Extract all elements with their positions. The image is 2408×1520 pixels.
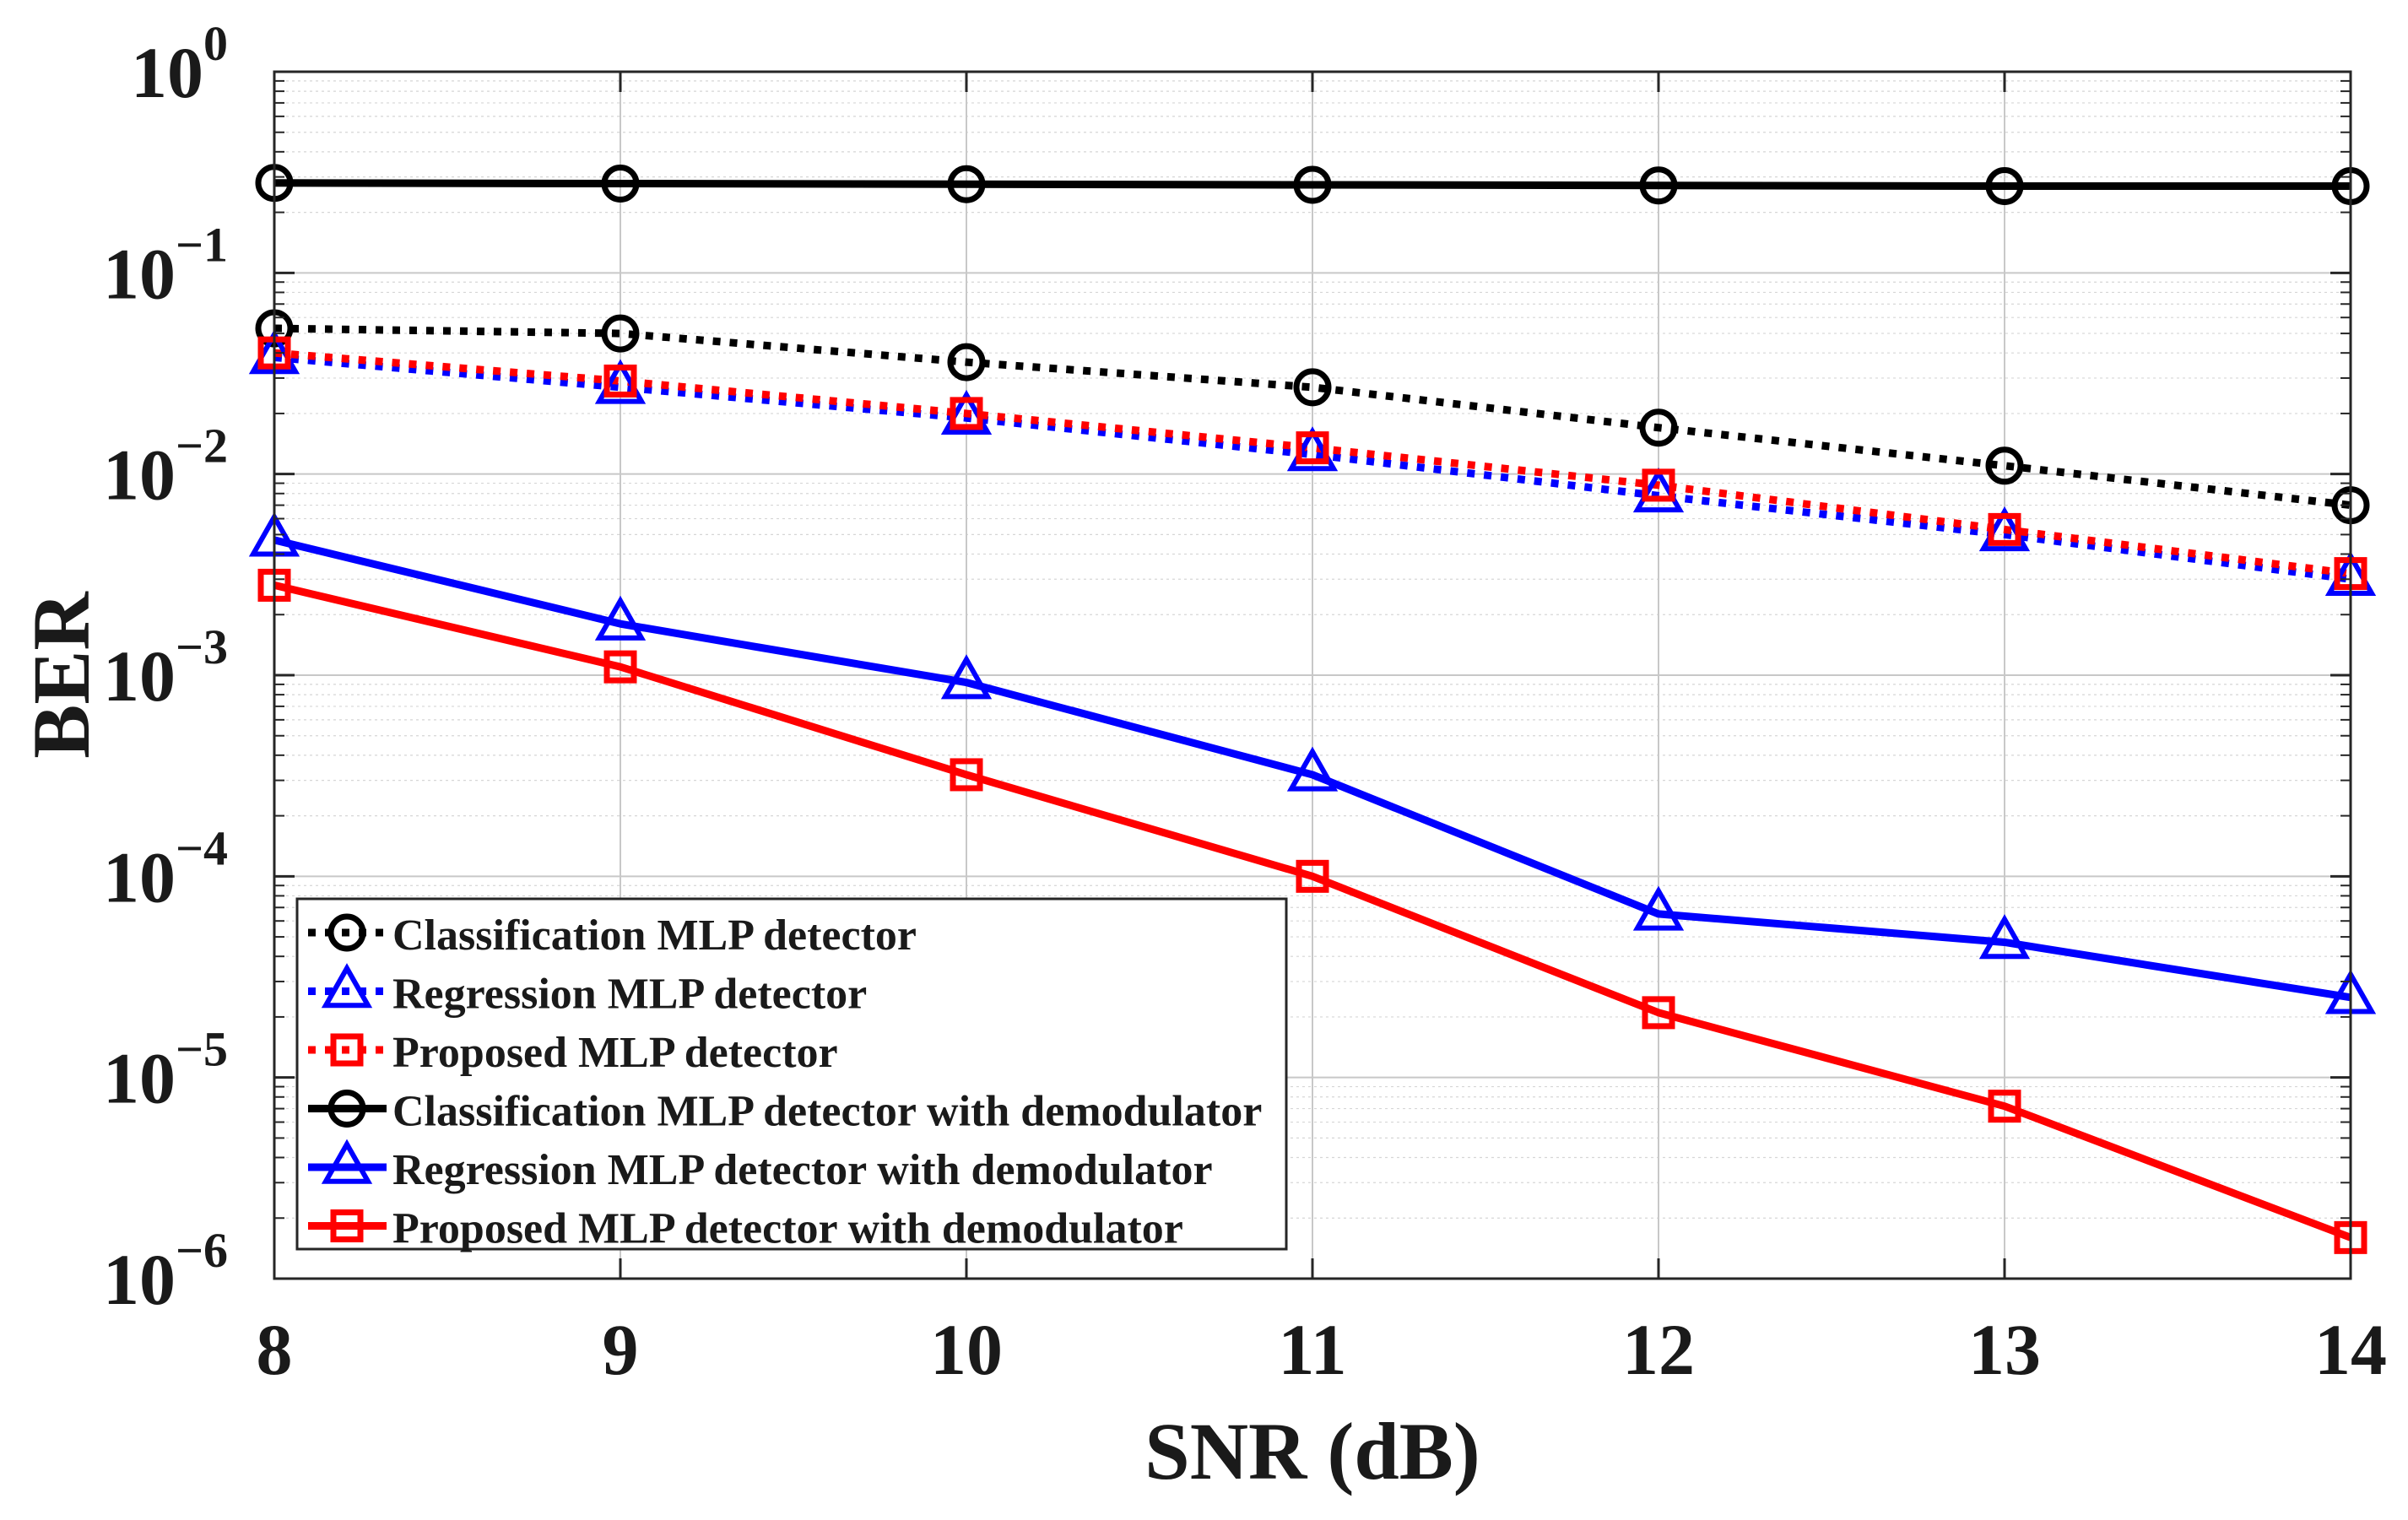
legend-marker [321,963,373,1009]
data-point-s4 [1639,166,1678,205]
series-line-3 [273,349,2351,578]
series-line-5 [273,536,2351,1002]
data-point-s1 [1639,408,1678,447]
x-axis-label: SNR (dB) [1144,1406,1480,1496]
series-line-2 [273,354,2351,583]
legend-marker [330,1209,364,1242]
data-point-s6 [1296,859,1329,893]
y-tick-exponent: 0 [203,16,228,71]
data-point-s4 [947,165,986,203]
legend-label: Classification MLP detector with demodul… [392,1088,1262,1136]
series-line-4 [273,179,2351,191]
data-point-s3 [1642,468,1675,502]
legend-entry: Regression MLP detector [308,963,867,1019]
x-tick-label: 8 [257,1309,293,1390]
data-point-s6 [1988,1090,2021,1123]
data-point-s5 [594,595,647,641]
data-point-s6 [603,650,637,684]
data-point-s1 [947,343,986,381]
legend-entry: Classification MLP detector with demodul… [308,1088,1262,1136]
legend-label: Regression MLP detector [392,971,867,1019]
legend: Classification MLP detector Regression ML… [295,897,1288,1253]
y-tick-base: 10 [103,1038,176,1119]
legend-label: Classification MLP detector [392,911,917,960]
x-tick-label: 10 [930,1309,1003,1390]
y-tick-exponent: −2 [176,419,228,473]
tick-marks [273,70,2352,1280]
y-tick-label: 100 [131,16,228,113]
series-line-6 [273,581,2352,1241]
x-tick-label: 11 [1278,1309,1346,1390]
legend-entry: Classification MLP detector [308,911,917,960]
x-tick-label: 9 [603,1309,639,1390]
y-tick-exponent: −5 [176,1022,228,1077]
y-tick-base: 10 [103,435,176,516]
data-point-s1 [601,314,640,353]
y-tick-exponent: −6 [176,1223,228,1278]
y-tick-exponent: −4 [176,820,228,875]
legend-box [295,897,1288,1251]
data-point-s3 [1988,512,2021,546]
y-tick-exponent: −1 [176,217,228,272]
y-tick-exponent: −3 [176,619,228,674]
x-tick-labels: 8 9 10 11 12 13 14 [257,1309,2388,1390]
data-point-s3 [1296,431,1329,465]
data-point-s4 [601,165,640,203]
data-point-s5 [940,654,993,700]
legend-marker [327,913,366,952]
x-tick-label: 14 [2314,1309,2387,1390]
data-point-s5 [1632,885,1685,931]
legend-entry: Regression MLP detector with demodulator [308,1139,1213,1194]
data-point-s5 [1286,746,1339,792]
legend-entry: Proposed MLP detector with demodulator [308,1205,1183,1253]
data-point-s3 [603,364,637,398]
y-axis-label: BER [16,591,106,759]
data-point-s4 [1293,165,1332,204]
y-tick-base: 10 [103,1239,176,1320]
data-point-s6 [950,758,983,792]
y-tick-label: 10−6 [103,1223,228,1320]
y-tick-base: 10 [103,233,176,314]
y-tick-base: 10 [103,636,176,717]
data-point-s6 [1642,996,1675,1030]
legend-entry: Proposed MLP detector [308,1029,838,1077]
y-tick-label: 10−2 [103,419,228,516]
legend-marker [321,1139,373,1184]
data-point-s1 [1293,368,1332,407]
legend-label: Proposed MLP detector [392,1029,838,1077]
legend-label: Regression MLP detector with demodulator [392,1146,1213,1194]
y-tick-label: 10−4 [103,820,228,917]
data-point-s5 [1978,914,2031,960]
y-tick-base: 10 [131,32,203,113]
legend-marker [327,1090,366,1128]
legend-label: Proposed MLP detector with demodulator [392,1205,1183,1253]
x-tick-label: 13 [1968,1309,2041,1390]
series-lines [273,179,2352,1241]
y-tick-label: 10−5 [103,1022,228,1119]
y-tick-label: 10−1 [103,217,228,314]
y-tick-label: 10−3 [103,619,228,717]
y-tick-base: 10 [103,836,176,917]
x-tick-label: 12 [1622,1309,1695,1390]
legend-marker [330,1033,364,1067]
data-point-s1 [1985,446,2024,485]
data-point-s4 [1985,167,2024,206]
data-point-s3 [950,397,983,430]
